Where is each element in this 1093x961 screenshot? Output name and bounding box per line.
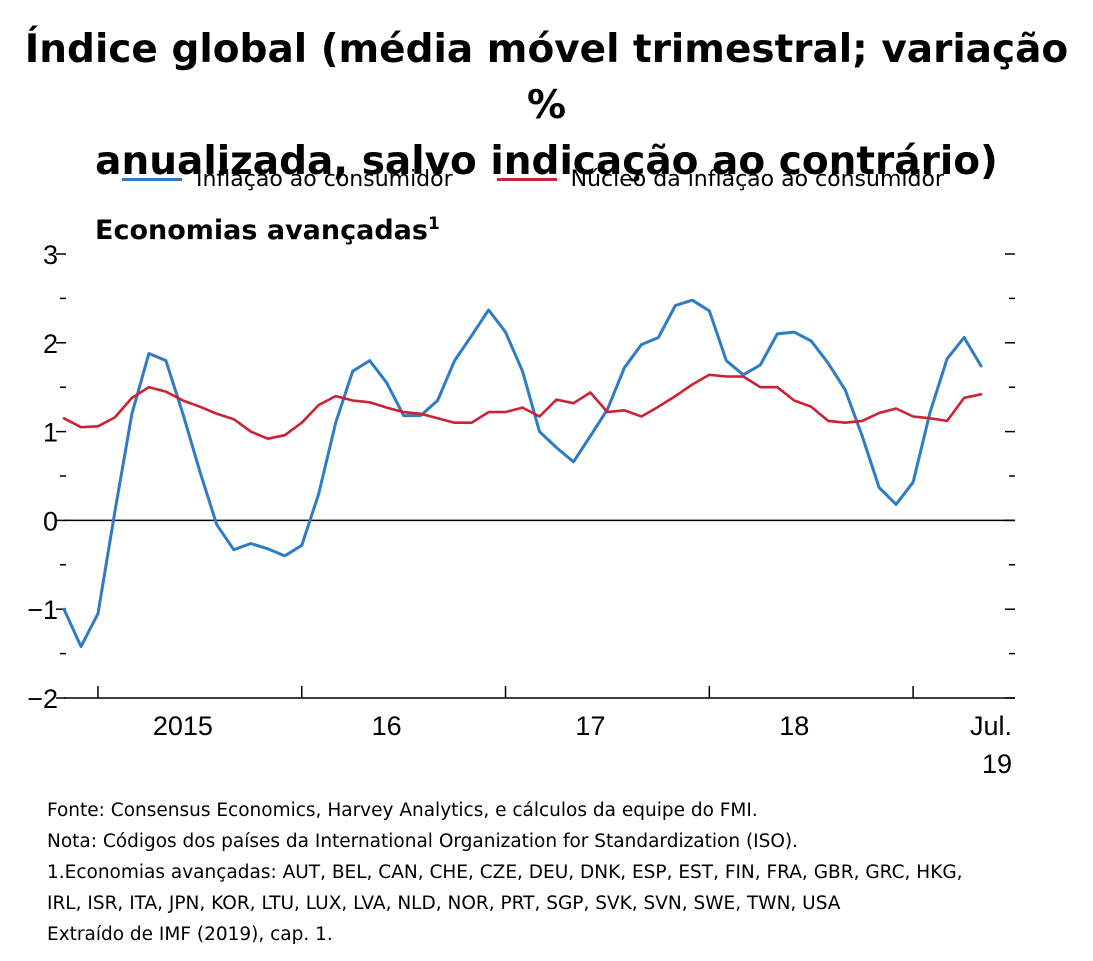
- legend-swatch-core: [496, 177, 557, 181]
- legend-item-core: Núcleo da inflação ao consumidor: [496, 166, 944, 192]
- note-extracted: Extraído de IMF (2019), cap. 1.: [47, 924, 333, 945]
- x-tick-label-year: 19: [982, 749, 1012, 779]
- x-tick-label: Jul.: [970, 711, 1012, 741]
- note-iso: Nota: Códigos dos países da Internationa…: [47, 831, 799, 852]
- x-tick-label: 18: [779, 711, 809, 741]
- panel-title-text: Economias avançadas: [95, 215, 428, 246]
- note-source: Fonte: Consensus Economics, Harvey Analy…: [47, 800, 758, 821]
- legend: Inflação ao consumidor Núcleo da inflaçã…: [122, 163, 988, 195]
- y-tick-label: −1: [27, 595, 58, 625]
- legend-label-core: Núcleo da inflação ao consumidor: [570, 166, 944, 192]
- y-tick-label: 0: [43, 506, 58, 536]
- x-tick-label: 17: [575, 711, 605, 741]
- legend-swatch-cpi: [122, 177, 182, 181]
- legend-item-cpi: Inflação ao consumidor: [122, 167, 453, 192]
- panel-title-footnote: 1: [427, 214, 440, 234]
- legend-label-cpi: Inflação ao consumidor: [196, 166, 453, 192]
- x-tick-label: 16: [372, 711, 402, 741]
- y-tick-label: 1: [43, 418, 58, 448]
- note-footnote-1b: IRL, ISR, ITA, JPN, KOR, LTU, LUX, LVA, …: [47, 893, 841, 914]
- y-tick-label: −2: [27, 684, 58, 714]
- line-chart: −2 −1 0 1 2 3 2015 16 17 18 Jul. 19: [27, 240, 1015, 779]
- chart-title-block: Índice global (média móvel trimestral; v…: [0, 22, 1093, 190]
- y-tick-label: 2: [43, 329, 58, 359]
- title-line-1: Índice global (média móvel trimestral; v…: [24, 27, 1069, 128]
- panel-title: Economias avançadas1: [95, 214, 440, 246]
- x-tick-label: 2015: [153, 711, 213, 741]
- series-line-core: [62, 373, 983, 440]
- y-tick-label: 3: [43, 240, 58, 270]
- chart-notes: Fonte: Consensus Economics, Harvey Analy…: [47, 795, 963, 950]
- series-line-cpi: [62, 298, 983, 648]
- title-line-2: anualizada, salvo indicação ao contrário…: [95, 139, 998, 184]
- note-footnote-1a: 1.Economias avançadas: AUT, BEL, CAN, CH…: [47, 862, 963, 883]
